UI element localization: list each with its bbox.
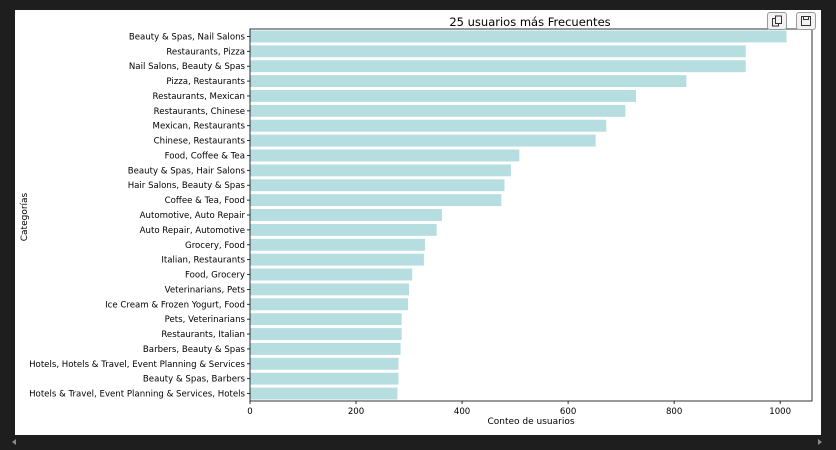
bar xyxy=(250,179,505,192)
bar xyxy=(250,268,413,281)
y-tick-label: Chinese, Restaurants xyxy=(154,137,246,147)
y-tick-label: Nail Salons, Beauty & Spas xyxy=(129,62,246,72)
y-axis-label: Categorías xyxy=(20,192,30,241)
y-tick-label: Beauty & Spas, Nail Salons xyxy=(129,32,246,42)
bar xyxy=(250,119,607,132)
scroll-right-arrow-icon[interactable] xyxy=(818,439,822,445)
copy-icon xyxy=(772,15,782,27)
bar xyxy=(250,387,398,400)
save-icon xyxy=(801,16,811,26)
bar xyxy=(250,342,401,355)
x-tick-label: 400 xyxy=(454,407,470,417)
top-strip xyxy=(0,0,836,10)
bar xyxy=(250,45,746,58)
x-tick-label: 0 xyxy=(247,407,252,417)
y-tick-label: Hair Salons, Beauty & Spas xyxy=(128,181,246,191)
x-tick-label: 1000 xyxy=(769,407,791,417)
bar xyxy=(250,149,520,162)
y-tick-label: Coffee & Tea, Food xyxy=(165,196,245,206)
x-ticks: 0 200 400 600 800 1000 xyxy=(247,401,791,417)
y-tick-label: Auto Repair, Automotive xyxy=(140,226,245,236)
bar xyxy=(250,30,787,43)
bar xyxy=(250,75,687,88)
plot-frame xyxy=(249,28,813,402)
bar xyxy=(250,357,399,370)
y-tick-label: Food, Coffee & Tea xyxy=(165,151,245,161)
y-tick-label: Hotels, Hotels & Travel, Event Planning … xyxy=(29,360,245,370)
bar xyxy=(250,164,511,177)
bar-chart: 25 usuarios más Frecuentes Beauty & Spas… xyxy=(20,15,813,427)
y-tick-label: Automotive, Auto Repair xyxy=(140,211,246,221)
y-tick-label: Ice Cream & Frozen Yogurt, Food xyxy=(105,300,245,310)
x-axis-label: Conteo de usuarios xyxy=(487,417,574,427)
save-button[interactable] xyxy=(796,12,816,30)
bar xyxy=(250,283,410,296)
bar xyxy=(250,298,408,311)
bar xyxy=(250,238,425,251)
scroll-left-arrow-icon[interactable] xyxy=(12,439,16,445)
y-tick-label: Food, Grocery xyxy=(185,271,245,281)
bar xyxy=(250,223,437,236)
copy-button[interactable] xyxy=(767,12,787,30)
bar xyxy=(250,194,502,207)
bar xyxy=(250,134,596,147)
y-tick-label: Veterinarians, Pets xyxy=(165,285,246,295)
y-tick-label: Grocery, Food xyxy=(185,241,245,251)
y-tick-label: Italian, Restaurants xyxy=(161,256,245,266)
bar xyxy=(250,313,402,326)
y-tick-label: Beauty & Spas, Hair Salons xyxy=(128,166,246,176)
bar xyxy=(250,372,399,385)
y-tick-label: Restaurants, Chinese xyxy=(154,107,245,117)
bar xyxy=(250,60,746,73)
y-tick-label: Restaurants, Pizza xyxy=(166,47,245,57)
y-tick-label: Pizza, Restaurants xyxy=(166,77,245,87)
chart-title: 25 usuarios más Frecuentes xyxy=(449,15,610,29)
y-tick-label: Mexican, Restaurants xyxy=(153,122,246,132)
y-tick-label: Hotels & Travel, Event Planning & Servic… xyxy=(29,390,245,400)
y-tick-label: Pets, Veterinarians xyxy=(165,315,246,325)
bar xyxy=(250,104,626,117)
y-tick-labels: Beauty & Spas, Nail Salons Restaurants, P… xyxy=(29,32,250,400)
horizontal-scrollbar[interactable] xyxy=(0,435,836,450)
y-tick-label: Beauty & Spas, Barbers xyxy=(143,375,246,385)
x-tick-label: 600 xyxy=(560,407,576,417)
y-tick-label: Barbers, Beauty & Spas xyxy=(143,345,246,355)
x-tick-label: 200 xyxy=(348,407,364,417)
bars-group xyxy=(250,30,787,400)
bar xyxy=(250,253,424,266)
bar xyxy=(250,90,636,102)
y-tick-label: Restaurants, Italian xyxy=(161,330,245,340)
bar xyxy=(250,209,442,221)
y-tick-label: Restaurants, Mexican xyxy=(153,92,245,102)
bar xyxy=(250,328,402,340)
output-panel: 25 usuarios más Frecuentes Beauty & Spas… xyxy=(15,10,821,435)
x-tick-label: 800 xyxy=(666,407,682,417)
